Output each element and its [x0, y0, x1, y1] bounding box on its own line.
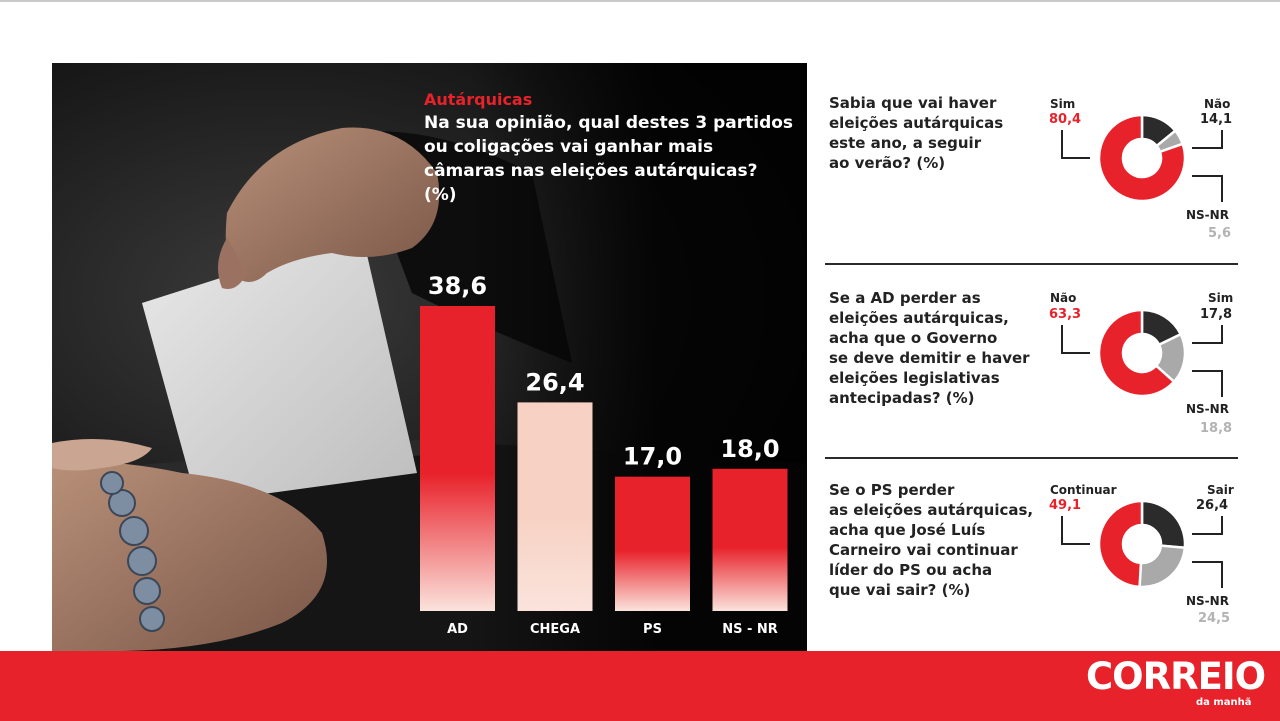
answer-c-value: 18,8	[1200, 421, 1233, 436]
question-line: Carneiro vai continuar	[829, 541, 1018, 559]
footer-bar	[0, 651, 1280, 721]
brand-logo[interactable]: CORREIO	[1086, 655, 1266, 698]
donut-chart-3	[1061, 499, 1223, 589]
leader-line	[1192, 370, 1223, 397]
top-divider	[0, 0, 1280, 2]
question-line: ao verão? (%)	[829, 154, 946, 172]
question-line: eleições autárquicas	[829, 114, 1004, 132]
leader-line	[1192, 325, 1223, 344]
answer-b-value: 26,4	[1196, 498, 1229, 513]
question-line: se deve demitir e haver	[829, 349, 1030, 367]
question-1-text: Sabia que vai haver eleições autárquicas…	[829, 93, 1039, 173]
bar-category-label: AD	[447, 622, 468, 637]
bar-category-label: PS	[643, 622, 662, 637]
donut-slice-continuar	[1097, 499, 1144, 589]
section-divider	[825, 457, 1238, 459]
donut-slice-sair	[1140, 499, 1187, 550]
section-divider	[825, 263, 1238, 265]
chart-kicker: Autárquicas	[424, 90, 533, 109]
main-chart-panel: Autárquicas Na sua opinião, qual destes …	[52, 63, 807, 651]
answer-a-label: Sim	[1050, 97, 1076, 111]
answer-b-value: 17,8	[1200, 307, 1233, 322]
question-line: Se a AD perder as	[829, 289, 981, 307]
answer-a-value: 80,4	[1049, 112, 1082, 127]
bar-value-label: 26,4	[525, 368, 584, 396]
answer-a-value: 49,1	[1049, 498, 1082, 513]
chart-question: Na sua opinião, qual destes 3 partidos o…	[424, 113, 794, 205]
answer-b-label: Sim	[1208, 291, 1234, 305]
bar-chart: 38,6 AD 26,4 CHEGA 17,0 PS 18,0 NS - NR	[420, 272, 788, 637]
leader-line	[1192, 130, 1223, 149]
answer-b-label: Sair	[1207, 483, 1234, 497]
leader-line	[1061, 325, 1090, 354]
answer-b-label: Não	[1204, 97, 1231, 111]
question-line: líder do PS ou acha	[829, 561, 993, 579]
question-line: acha que o Governo	[829, 329, 998, 347]
donut-slice-n-o	[1097, 308, 1176, 398]
answer-c-value: 24,5	[1198, 611, 1231, 626]
leader-line	[1192, 561, 1223, 588]
question-line: acha que José Luís	[829, 521, 986, 539]
leader-line	[1192, 516, 1223, 535]
leader-line	[1192, 175, 1223, 202]
bar-chega	[517, 402, 593, 611]
bar-category-label: CHEGA	[530, 622, 580, 637]
bar-value-label: 38,6	[428, 272, 487, 300]
question-line: eleições legislativas	[829, 369, 1000, 387]
leader-line	[1061, 516, 1090, 545]
answer-a-value: 63,3	[1049, 307, 1082, 322]
answer-a-label: Continuar	[1050, 483, 1117, 497]
brand-logo-subtitle: da manhã	[1196, 697, 1252, 708]
bar-value-label: 18,0	[720, 435, 779, 463]
bar-category-label: NS - NR	[722, 622, 778, 637]
donut-chart-1	[1061, 113, 1223, 203]
question-line: Se o PS perder	[829, 481, 955, 499]
bar-value-label: 17,0	[623, 443, 682, 471]
answer-c-label: NS-NR	[1186, 402, 1229, 416]
bar-ad	[420, 306, 495, 611]
answer-a-label: Não	[1050, 291, 1077, 305]
donut-slice-sim	[1097, 113, 1187, 203]
answer-b-value: 14,1	[1200, 112, 1233, 127]
question-line: antecipadas? (%)	[829, 389, 975, 407]
question-3-text: Se o PS perder as eleições autárquicas, …	[829, 480, 1039, 600]
question-2-text: Se a AD perder as eleições autárquicas, …	[829, 288, 1039, 408]
question-line: que vai sair? (%)	[829, 581, 971, 599]
question-line: Sabia que vai haver	[829, 94, 997, 112]
bar-ns-nr	[712, 468, 788, 611]
answer-c-value: 5,6	[1208, 226, 1232, 241]
answer-c-label: NS-NR	[1186, 594, 1229, 608]
donut-slice-ns-nr	[1138, 544, 1187, 589]
donut-chart-2	[1061, 308, 1223, 398]
question-line: as eleições autárquicas,	[829, 501, 1034, 519]
question-line: este ano, a seguir	[829, 134, 982, 152]
question-line: eleições autárquicas,	[829, 309, 1009, 327]
leader-line	[1061, 130, 1090, 159]
bar-ps	[615, 476, 690, 611]
answer-c-label: NS-NR	[1186, 208, 1229, 222]
